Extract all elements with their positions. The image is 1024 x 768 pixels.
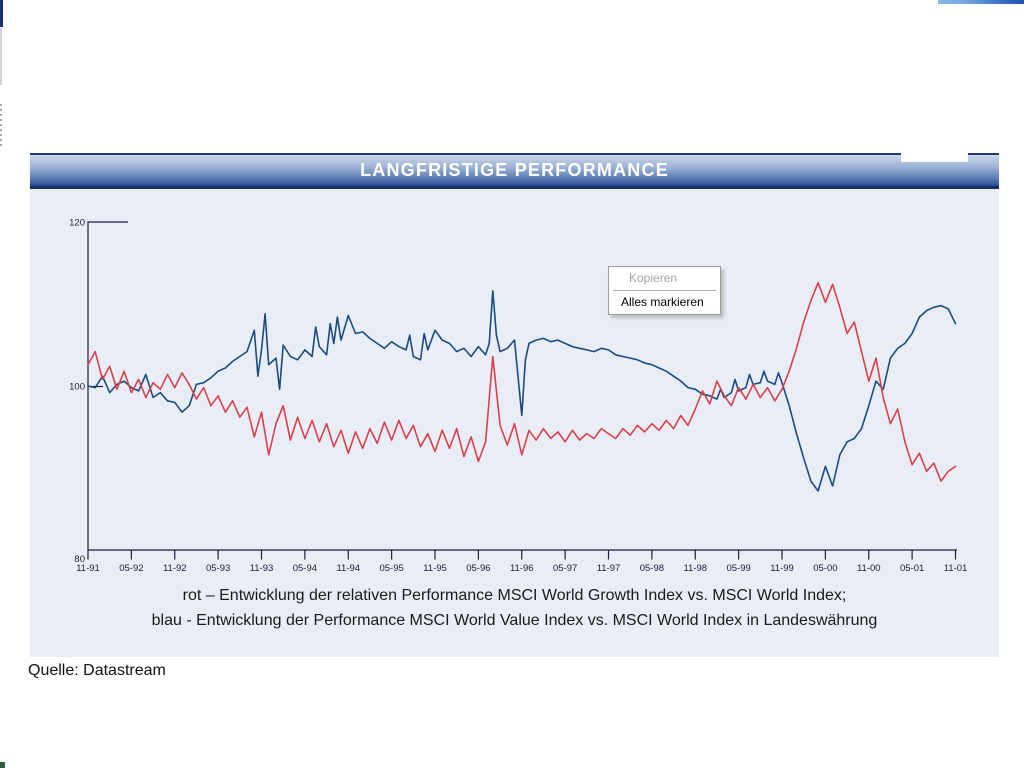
page-title: LANGFRISTIGE PERFORMANCE	[360, 160, 669, 180]
caption-line-2: blau - Entwicklung der Performance MSCI …	[151, 612, 878, 629]
context-menu: Kopieren Alles markieren	[608, 266, 721, 315]
edge-mark-top-left	[0, 0, 3, 27]
edge-mark-bottom-left	[0, 762, 5, 768]
menu-item-kopieren[interactable]: Kopieren	[629, 271, 678, 285]
title-bar-notch	[901, 153, 968, 162]
menu-item-alles-markieren[interactable]: Alles markieren	[621, 295, 704, 309]
edge-bar-top-right	[938, 0, 1024, 4]
edge-dotted-line-left	[0, 104, 2, 149]
caption-line-1: rot – Entwicklung der relativen Performa…	[182, 587, 847, 604]
edge-line-left	[0, 28, 2, 85]
source-note: Quelle: Datastream	[28, 662, 166, 679]
chart-plot-area[interactable]	[88, 222, 957, 550]
title-bar: LANGFRISTIGE PERFORMANCE	[30, 153, 999, 189]
menu-separator	[613, 290, 716, 291]
